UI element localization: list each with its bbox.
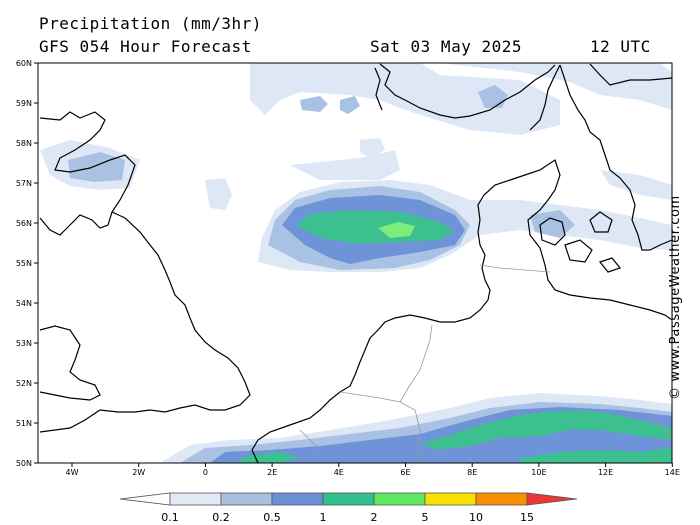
latitude-label: 60N	[16, 59, 32, 68]
latitude-label: 52N	[16, 379, 32, 388]
longitude-axis: 4W 2W 0 2E 4E 6E 8E 10E 12E 14E	[66, 463, 680, 477]
latitude-label: 57N	[16, 179, 32, 188]
latitude-label: 50N	[16, 459, 32, 468]
legend-swatch	[220, 492, 273, 506]
longitude-label: 12E	[598, 468, 613, 477]
longitude-label: 4E	[334, 468, 344, 477]
legend-swatch	[424, 492, 477, 506]
precipitation-overlay	[40, 63, 672, 463]
legend-swatch	[475, 492, 528, 506]
legend-swatch	[169, 492, 222, 506]
forecast-date: Sat 03 May 2025	[370, 37, 522, 56]
forecast-label: GFS 054 Hour Forecast	[39, 37, 252, 56]
latitude-label: 59N	[16, 99, 32, 108]
legend-label: 15	[520, 511, 534, 524]
latitude-label: 53N	[16, 339, 32, 348]
legend-label: 10	[469, 511, 483, 524]
latitude-label: 54N	[16, 299, 32, 308]
map-title: Precipitation (mm/3hr)	[39, 14, 262, 33]
legend-label: 0.1	[161, 511, 179, 524]
longitude-label: 6E	[400, 468, 410, 477]
longitude-label: 14E	[665, 468, 680, 477]
latitude-label: 56N	[16, 219, 32, 228]
borders	[299, 264, 673, 464]
legend-label: 5	[422, 511, 429, 524]
legend-swatch	[271, 492, 324, 506]
longitude-label: 2W	[132, 468, 145, 477]
legend-label: 0.5	[263, 511, 281, 524]
latitude-axis: 60N 59N 58N 57N 56N 55N 54N 53N 52N 51N 50N	[16, 59, 38, 468]
legend-swatch	[322, 492, 375, 506]
legend-arrow-left	[119, 492, 171, 506]
legend-label: 2	[371, 511, 378, 524]
longitude-label: 4W	[66, 468, 79, 477]
longitude-label: 8E	[467, 468, 477, 477]
longitude-label: 0	[203, 468, 208, 477]
legend-label: 1	[320, 511, 327, 524]
forecast-time: 12 UTC	[590, 37, 651, 56]
legend-arrow-right	[526, 492, 578, 506]
legend-label: 0.2	[212, 511, 230, 524]
longitude-label: 10E	[531, 468, 546, 477]
longitude-label: 2E	[267, 468, 277, 477]
legend-swatch	[373, 492, 426, 506]
coastlines	[39, 63, 673, 464]
latitude-label: 58N	[16, 139, 32, 148]
latitude-label: 51N	[16, 419, 32, 428]
latitude-label: 55N	[16, 259, 32, 268]
